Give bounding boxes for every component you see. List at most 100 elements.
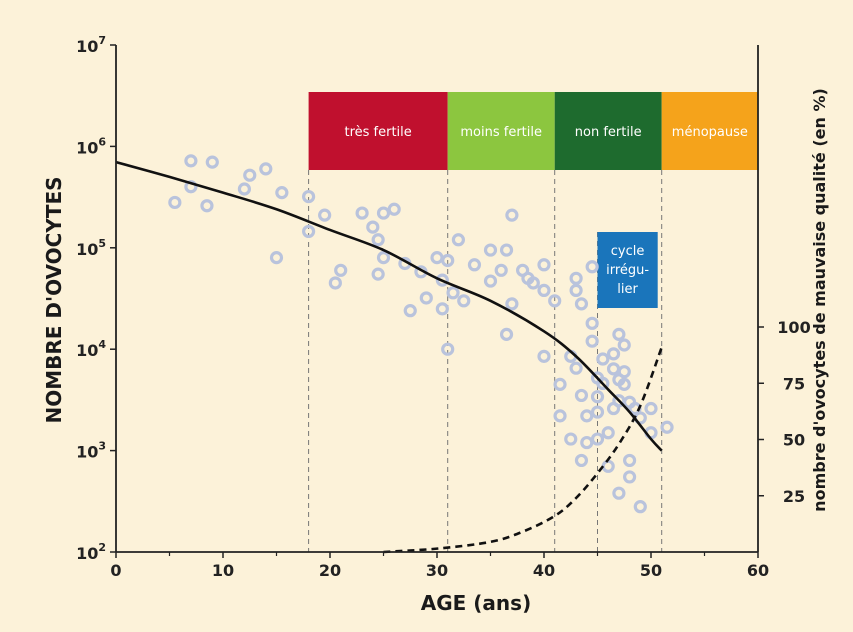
data-point [318,208,332,222]
y2-tick-label: 50 [783,431,805,450]
data-point [499,243,514,257]
data-point [441,253,455,268]
phase-label: moins fertile [460,125,542,140]
data-point [617,377,631,391]
data-point [574,453,589,468]
data-point [574,388,589,403]
data-point [446,286,460,300]
y-tick-base: 10 [76,443,98,462]
data-point [590,405,605,419]
y-tick-exponent: 5 [98,237,106,250]
x-tick-label: 10 [212,561,234,580]
data-point [580,409,594,423]
annotation-line: irrégu- [606,263,649,278]
y-tick-label: 103 [76,440,106,462]
data-point [376,251,391,265]
phase-label: non fertile [575,125,642,140]
x-tick-label: 0 [110,561,121,580]
data-point [387,202,401,216]
y-tick-exponent: 4 [98,338,106,351]
data-point [553,377,567,391]
data-point [553,409,567,423]
data-point [328,276,342,290]
data-point [596,352,610,366]
x-tick-label: 30 [426,561,448,580]
quality-curve [383,346,663,554]
data-point [483,243,498,257]
data-point [275,186,289,200]
y-tick-exponent: 2 [98,541,106,554]
data-point [505,208,519,222]
y-tick-label: 105 [76,237,106,259]
phase-band [308,92,448,170]
data-point [376,206,391,220]
annotation-line: lier [617,282,638,297]
y-tick-label: 107 [76,34,106,56]
data-point [537,349,551,363]
data-point [596,376,610,390]
y-axis-title: NOMBRE D'OVOCYTES [42,176,66,423]
data-point [606,347,621,361]
data-point [499,327,514,341]
x-tick-label: 50 [640,561,662,580]
y-tick-base: 10 [76,240,98,259]
y-tick-exponent: 7 [98,34,106,47]
data-point [371,267,385,281]
annotation-line: cycle [611,244,645,259]
y-tick-exponent: 3 [98,440,106,453]
data-point [660,420,674,434]
data-point [548,294,562,308]
data-point [505,297,519,311]
y-tick-label: 104 [76,338,106,360]
data-point [526,276,540,290]
curves [115,160,663,554]
y-tick-label: 102 [76,541,106,563]
data-point [184,154,198,168]
data-point [243,168,257,182]
data-point [451,233,465,247]
data-point [585,334,599,348]
data-point [622,453,637,468]
data-point [366,220,380,234]
data-point [435,273,449,287]
phase-bands: très fertile moins fertile non fertile méno… [308,92,758,170]
data-point [355,206,369,220]
data-point [494,263,508,277]
y2-tick-label: 75 [783,374,805,393]
data-point [590,390,605,404]
data-point [419,291,433,305]
y-tick-base: 10 [76,138,98,157]
y-tick-base: 10 [76,341,98,360]
phase-band [447,92,555,170]
data-point [574,297,589,311]
x-tick-label: 20 [319,561,341,580]
y-tick-label: 106 [76,135,106,157]
data-point [585,260,599,274]
annotation-box [597,232,658,308]
data-point [200,199,214,213]
data-points [168,154,674,514]
y-tick-base: 10 [76,544,98,563]
x-tick-label: 60 [747,561,769,580]
data-point [205,155,219,169]
data-point [617,338,631,352]
data-point [617,365,631,379]
data-point [237,182,251,196]
data-point [302,189,316,204]
x-tick-label: 40 [533,561,555,580]
data-point [569,271,583,285]
data-point [441,342,455,356]
x-axis-title: AGE (ans) [421,591,531,615]
data-point [564,432,578,446]
data-point [612,327,626,341]
data-point [580,435,594,450]
oocyte-count-curve [115,160,663,452]
data-point [585,316,599,330]
data-point [302,224,316,239]
data-point [403,304,417,318]
phase-label: très fertile [344,125,411,140]
phase-band [661,92,758,170]
data-point [633,500,647,514]
